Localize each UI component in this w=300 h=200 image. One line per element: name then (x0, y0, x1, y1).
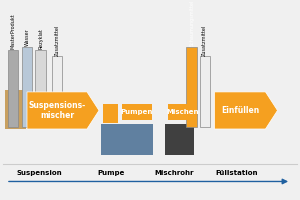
FancyBboxPatch shape (165, 124, 194, 155)
Text: Suspension: Suspension (16, 170, 62, 176)
Text: Einfüllen: Einfüllen (221, 106, 259, 115)
FancyBboxPatch shape (8, 50, 18, 127)
FancyBboxPatch shape (186, 47, 197, 127)
Text: Rezyklat: Rezyklat (38, 29, 43, 49)
FancyBboxPatch shape (52, 56, 62, 127)
Text: Suspensions-
mischer: Suspensions- mischer (28, 101, 86, 120)
Text: Zusatzmittel: Zusatzmittel (202, 24, 207, 56)
Text: MasterProdukt: MasterProdukt (10, 14, 15, 49)
Text: Schaumungsmittel: Schaumungsmittel (189, 0, 194, 46)
Text: Füllstation: Füllstation (216, 170, 258, 176)
FancyBboxPatch shape (35, 50, 46, 127)
Polygon shape (27, 92, 99, 129)
Text: Pumpe: Pumpe (97, 170, 125, 176)
FancyBboxPatch shape (200, 56, 210, 127)
FancyBboxPatch shape (22, 47, 32, 127)
FancyBboxPatch shape (122, 104, 152, 120)
Text: Wasser: Wasser (24, 29, 29, 46)
Text: Pumpen: Pumpen (120, 109, 153, 115)
Polygon shape (214, 92, 278, 129)
FancyBboxPatch shape (168, 104, 197, 120)
FancyBboxPatch shape (4, 90, 26, 129)
FancyBboxPatch shape (100, 124, 153, 155)
Text: Zusatzmittel: Zusatzmittel (54, 24, 59, 56)
Text: Mischrohr: Mischrohr (154, 170, 194, 176)
FancyBboxPatch shape (103, 104, 118, 123)
Text: Mischen: Mischen (166, 109, 199, 115)
